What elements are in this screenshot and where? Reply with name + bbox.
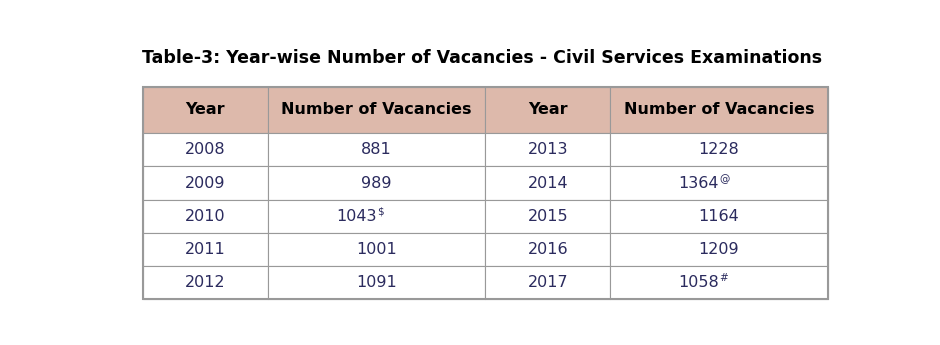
Bar (268, 266, 485, 299)
Text: 989: 989 (361, 176, 392, 190)
Bar (610, 167, 828, 200)
Text: 1001: 1001 (356, 242, 397, 257)
Bar (610, 200, 828, 233)
Text: Year: Year (185, 102, 226, 117)
Bar (143, 200, 268, 233)
Text: 1209: 1209 (698, 242, 740, 257)
Bar (143, 233, 268, 266)
Text: 2008: 2008 (185, 142, 226, 157)
Bar (268, 133, 485, 167)
Bar (143, 133, 268, 167)
Bar (485, 133, 610, 167)
Text: Number of Vacancies: Number of Vacancies (624, 102, 814, 117)
Bar (485, 266, 610, 299)
Bar (485, 87, 610, 133)
Text: $: $ (377, 207, 384, 217)
Bar (268, 87, 485, 133)
Text: Table-3: Year-wise Number of Vacancies - Civil Services Examinations: Table-3: Year-wise Number of Vacancies -… (142, 49, 822, 67)
Text: 2010: 2010 (185, 209, 226, 224)
Bar (268, 167, 485, 200)
Text: 2009: 2009 (185, 176, 226, 190)
Bar (610, 233, 828, 266)
Text: 2017: 2017 (527, 275, 568, 290)
Text: 881: 881 (361, 142, 392, 157)
Bar (485, 200, 610, 233)
Text: #: # (719, 273, 728, 283)
Text: 2013: 2013 (527, 142, 568, 157)
Text: @: @ (719, 174, 729, 184)
Bar (268, 233, 485, 266)
Text: 1364: 1364 (679, 176, 719, 190)
Bar (143, 87, 828, 299)
Bar (610, 266, 828, 299)
Text: 1164: 1164 (698, 209, 740, 224)
Bar (610, 87, 828, 133)
Text: Year: Year (528, 102, 568, 117)
Text: 2012: 2012 (185, 275, 226, 290)
Bar (143, 87, 268, 133)
Text: 1043: 1043 (337, 209, 377, 224)
Bar (485, 167, 610, 200)
Bar (610, 133, 828, 167)
Text: 2011: 2011 (185, 242, 226, 257)
Text: 2016: 2016 (527, 242, 568, 257)
Bar (143, 266, 268, 299)
Bar (268, 200, 485, 233)
Text: 1228: 1228 (698, 142, 740, 157)
Text: 2014: 2014 (527, 176, 568, 190)
Text: Number of Vacancies: Number of Vacancies (281, 102, 472, 117)
Text: 1058: 1058 (679, 275, 719, 290)
Bar (485, 233, 610, 266)
Bar (143, 167, 268, 200)
Text: 1091: 1091 (356, 275, 397, 290)
Text: 2015: 2015 (527, 209, 568, 224)
